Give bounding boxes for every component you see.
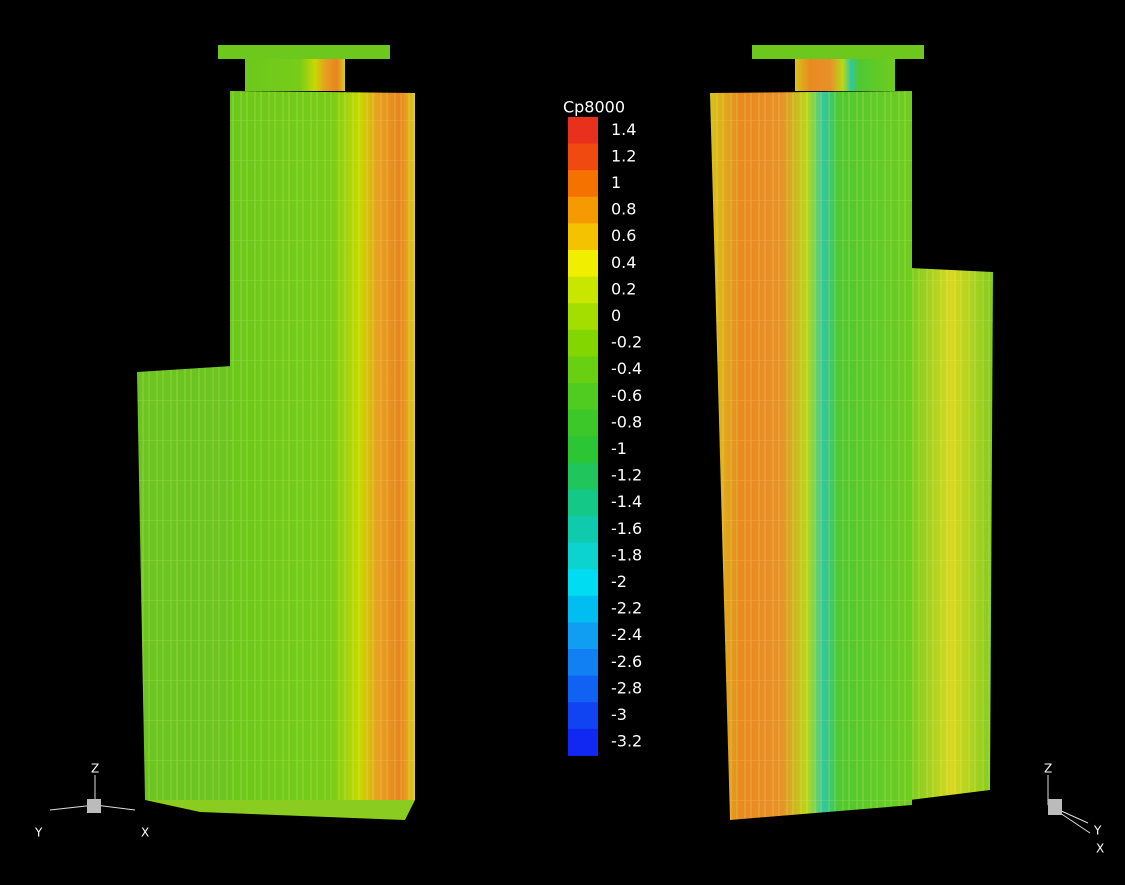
triad-label: Y: [1093, 824, 1102, 838]
legend-label: -0.4: [611, 359, 642, 378]
legend-swatch: [568, 595, 598, 623]
legend-label: -0.6: [611, 386, 642, 405]
legend-label: -3.2: [611, 732, 642, 751]
legend-swatch: [568, 303, 598, 331]
axis-triad: Z Y X: [34, 762, 149, 840]
legend-label: -1: [611, 439, 627, 458]
legend-swatch: [568, 675, 598, 703]
triad-label: Y: [34, 826, 43, 840]
triad-box: [87, 799, 101, 813]
legend-swatch: [568, 170, 598, 198]
legend-label: 0.8: [611, 200, 636, 219]
legend-label: 0.4: [611, 253, 636, 272]
legend-label: 1.2: [611, 146, 636, 165]
legend-swatch: [568, 436, 598, 464]
legend-label: -2.2: [611, 599, 642, 618]
axis-triad: Z Y X: [1044, 762, 1104, 856]
legend-label: -2: [611, 572, 627, 591]
triad-label: Z: [91, 762, 99, 776]
legend-label: -3: [611, 705, 627, 724]
legend-swatch: [568, 223, 598, 251]
legend-label: -2.4: [611, 625, 642, 644]
legend-swatch: [568, 702, 598, 730]
legend-swatch: [568, 462, 598, 490]
triad-box: [1048, 799, 1062, 815]
legend-label: -2.6: [611, 652, 642, 671]
legend-swatch: [568, 117, 598, 145]
legend-label: 0: [611, 306, 621, 325]
legend-label: -2.8: [611, 678, 642, 697]
legend-swatch: [568, 622, 598, 650]
legend-label: -1.6: [611, 519, 642, 538]
legend-swatch: [568, 728, 598, 756]
legend-swatch: [568, 329, 598, 357]
triad-label: Z: [1044, 762, 1052, 776]
legend-swatch: [568, 489, 598, 517]
legend-swatch: [568, 542, 598, 570]
left-building: [137, 45, 415, 820]
legend-label: 0.2: [611, 279, 636, 298]
legend-swatch: [568, 276, 598, 304]
legend-label: -1.2: [611, 466, 642, 485]
legend-label: -1.4: [611, 492, 642, 511]
legend-swatch: [568, 143, 598, 171]
legend-swatch: [568, 649, 598, 677]
legend: Cp8000 1.4 1.2 1 0.8 0.6 0.4 0.2 0 -0.2 -0.4 -0.6 -…: [563, 98, 642, 756]
legend-label: 1.4: [611, 120, 636, 139]
legend-swatch: [568, 196, 598, 224]
legend-swatch: [568, 569, 598, 597]
legend-swatch: [568, 383, 598, 411]
legend-swatch: [568, 516, 598, 544]
legend-label: -0.8: [611, 412, 642, 431]
legend-label: -1.8: [611, 545, 642, 564]
legend-swatch: [568, 356, 598, 384]
legend-swatch: [568, 250, 598, 278]
legend-title: Cp8000: [563, 98, 625, 117]
legend-label: 0.6: [611, 226, 636, 245]
legend-label: -0.2: [611, 333, 642, 352]
triad-label: X: [1096, 842, 1104, 856]
legend-swatch: [568, 409, 598, 437]
legend-label: 1: [611, 173, 621, 192]
triad-label: X: [141, 826, 149, 840]
right-building: [710, 45, 993, 820]
